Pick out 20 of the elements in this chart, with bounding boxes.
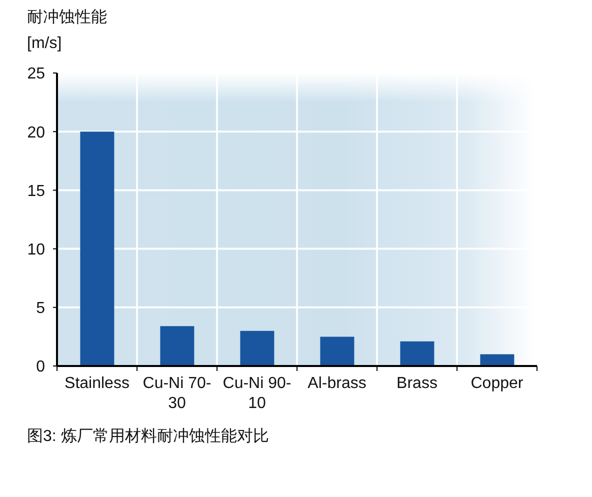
x-tick-label: Brass <box>396 375 438 392</box>
bar <box>240 330 274 366</box>
x-tick-label: Al-brass <box>308 375 366 392</box>
y-tick-label: 20 <box>27 124 46 142</box>
x-tick-label: Cu-Ni 90-10 <box>222 375 292 412</box>
bar <box>80 132 114 366</box>
x-tick-label: Cu-Ni 70-30 <box>142 375 212 412</box>
x-tick-label: Copper <box>470 375 524 392</box>
y-axis-title: 耐冲蚀性能 [m/s] <box>27 8 108 54</box>
y-tick-label: 0 <box>36 358 46 376</box>
x-tick-label: Stainless <box>64 375 130 392</box>
bar <box>480 354 514 366</box>
bar <box>400 341 434 366</box>
y-tick-label: 5 <box>36 300 46 318</box>
caption: 图3: 炼厂常用材料耐冲蚀性能对比 <box>27 426 269 447</box>
bar <box>160 326 194 366</box>
y-tick-label: 10 <box>27 241 46 258</box>
bar <box>320 336 354 366</box>
y-tick-label: 25 <box>27 66 46 83</box>
y-tick-label: 15 <box>27 182 46 200</box>
